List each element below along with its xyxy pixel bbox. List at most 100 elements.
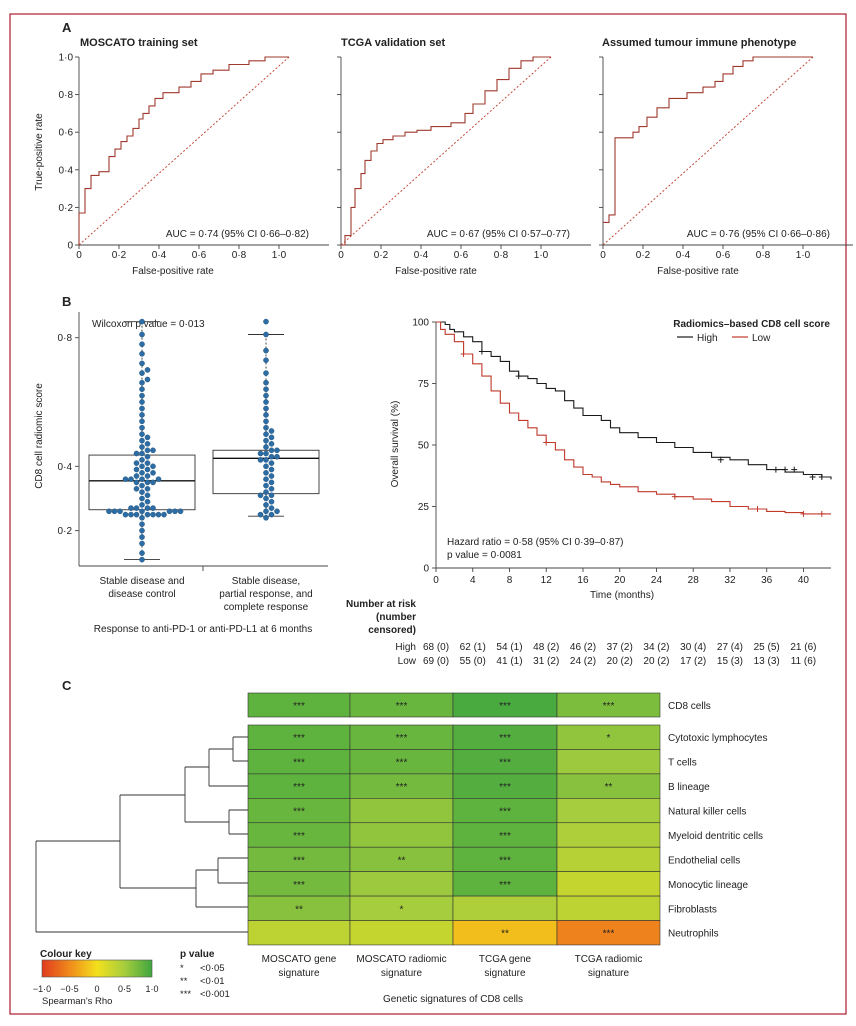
column-label-line2: signature bbox=[588, 968, 630, 979]
heatmap-cell bbox=[247, 871, 351, 897]
x-tick-label: 0 bbox=[433, 575, 439, 586]
data-point bbox=[139, 431, 145, 438]
data-point bbox=[268, 511, 275, 518]
y-tick-label: 75 bbox=[418, 379, 430, 390]
data-point bbox=[155, 511, 162, 518]
risk-cell: 24 (2) bbox=[570, 656, 596, 667]
heatmap-cell bbox=[349, 895, 454, 921]
significance-label: *** bbox=[293, 758, 305, 769]
x-tick-label: 0·8 bbox=[494, 250, 509, 261]
data-point bbox=[150, 463, 156, 470]
legend-title: Radiomics–based CD8 cell score bbox=[673, 319, 830, 330]
data-point bbox=[274, 508, 280, 515]
data-point bbox=[263, 418, 269, 425]
data-point bbox=[139, 444, 145, 450]
chart-title: TCGA validation set bbox=[341, 37, 445, 49]
x-tick-label: 0·8 bbox=[232, 250, 247, 261]
diagonal-reference-line bbox=[78, 56, 290, 246]
hazard-ratio-annotation: Hazard ratio = 0·58 (95% CI 0·39–0·87) bbox=[447, 537, 623, 548]
data-point bbox=[268, 485, 275, 492]
heatmap-cell bbox=[247, 749, 351, 775]
data-point bbox=[263, 347, 269, 354]
p-value-key: p value * <0·05 ** <0·01 *** <0·001 bbox=[180, 949, 230, 1000]
data-point bbox=[150, 469, 156, 476]
significance-label: *** bbox=[396, 701, 408, 712]
colour-key-label: Spearman's Rho bbox=[42, 996, 112, 1007]
significance-label: *** bbox=[293, 880, 305, 891]
censor-mark bbox=[809, 473, 816, 480]
significance-label: * bbox=[400, 904, 404, 915]
y-tick-label: 100 bbox=[412, 318, 429, 329]
data-point bbox=[133, 479, 140, 486]
significance-label: *** bbox=[499, 758, 511, 769]
heatmap-cell bbox=[556, 749, 661, 775]
risk-cell: 54 (1) bbox=[496, 642, 522, 653]
legend-high-label: High bbox=[697, 333, 718, 344]
risk-cell: 20 (2) bbox=[607, 656, 633, 667]
x-tick-label: 1·0 bbox=[796, 250, 811, 261]
data-point bbox=[139, 527, 145, 534]
x-axis-label: False-positive rate bbox=[657, 266, 739, 277]
x-tick-label: 40 bbox=[798, 575, 810, 586]
heatmap-cell bbox=[349, 749, 454, 775]
auc-annotation: AUC = 0·74 (95% CI 0·66–0·82) bbox=[166, 229, 309, 240]
risk-title-1: Number at risk bbox=[346, 599, 416, 610]
significance-label: *** bbox=[293, 733, 305, 744]
heatmap-cell bbox=[452, 920, 558, 946]
heatmap-cell bbox=[349, 822, 454, 848]
significance-label: *** bbox=[499, 782, 511, 793]
data-point bbox=[139, 489, 145, 495]
column-label-line2: signature bbox=[381, 968, 423, 979]
data-point bbox=[139, 379, 145, 386]
data-point bbox=[257, 450, 264, 457]
x-tick-label: 1·0 bbox=[534, 250, 549, 261]
censor-mark bbox=[671, 493, 678, 500]
data-point bbox=[155, 476, 162, 483]
x-tick-label: 0·6 bbox=[454, 250, 469, 261]
significance-label: ** bbox=[398, 855, 406, 866]
data-point bbox=[133, 466, 140, 473]
heatmap-cell bbox=[247, 920, 351, 946]
x-tick-label: 0 bbox=[338, 250, 344, 261]
column-label-line2: signature bbox=[278, 968, 320, 979]
data-point bbox=[263, 318, 269, 325]
dendrogram bbox=[35, 736, 248, 933]
data-point bbox=[139, 341, 145, 348]
row-label: Monocytic lineage bbox=[668, 880, 748, 891]
heatmap-cell bbox=[452, 895, 558, 921]
x-tick-label: 32 bbox=[724, 575, 736, 586]
censor-mark bbox=[460, 350, 467, 357]
column-label-line1: MOSCATO gene bbox=[262, 954, 337, 965]
heatmap-cell bbox=[556, 895, 661, 921]
x-tick-label: 20 bbox=[614, 575, 626, 586]
risk-cell: 68 (0) bbox=[423, 642, 449, 653]
data-point bbox=[139, 331, 145, 338]
survival-curve-high bbox=[436, 321, 832, 480]
data-point bbox=[139, 450, 145, 457]
censor-mark bbox=[754, 505, 761, 512]
figure-border bbox=[9, 13, 847, 1015]
x-tick-label: 0·4 bbox=[676, 250, 691, 261]
risk-cell: 25 (5) bbox=[754, 642, 780, 653]
risk-cell: 30 (4) bbox=[680, 642, 706, 653]
censor-mark bbox=[782, 466, 789, 473]
data-point bbox=[139, 534, 145, 540]
p-key-stars-1: * bbox=[180, 963, 184, 974]
heatmap-cell bbox=[556, 920, 661, 946]
censor-mark bbox=[818, 510, 825, 517]
data-point bbox=[263, 502, 269, 508]
data-point bbox=[257, 492, 264, 499]
data-point bbox=[139, 370, 145, 376]
group2-label-line1: Stable disease, bbox=[232, 576, 300, 587]
risk-cell: 13 (3) bbox=[754, 656, 780, 667]
column-label-line1: MOSCATO radiomic bbox=[356, 954, 446, 965]
data-point bbox=[263, 424, 269, 431]
significance-label: *** bbox=[499, 855, 511, 866]
data-point bbox=[144, 505, 151, 511]
data-point bbox=[139, 392, 145, 399]
column-label-line2: signature bbox=[484, 968, 526, 979]
data-point bbox=[150, 479, 156, 486]
censor-mark bbox=[818, 473, 825, 480]
risk-table: Number at risk (number censored) High Lo… bbox=[346, 599, 817, 667]
data-point bbox=[139, 540, 145, 547]
